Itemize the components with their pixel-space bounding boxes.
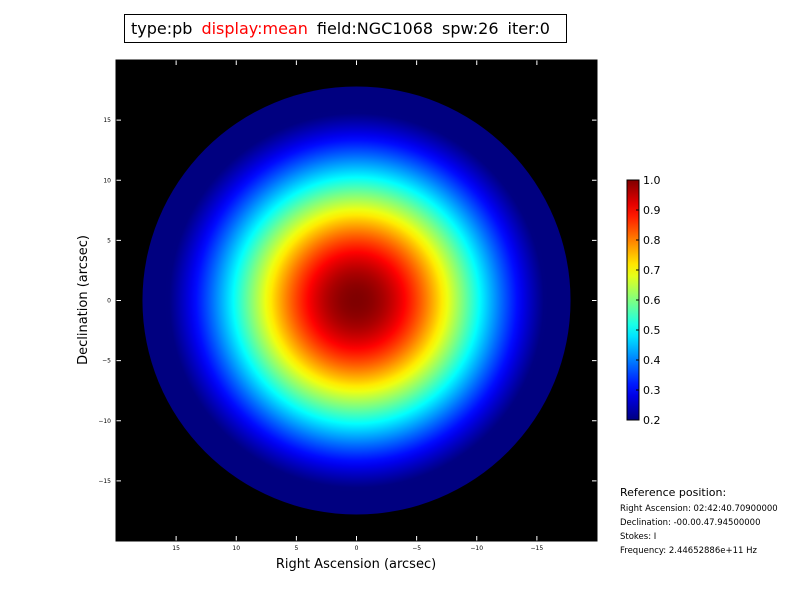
colorbar-tick-label: 0.9 [643,204,661,217]
x-tick-label: −15 [531,545,544,552]
reference-dec: Declination: -00.00.47.94500000 [620,518,761,528]
colorbar-tick-label: 0.5 [643,324,661,337]
plot-title-box: type:pb display:mean field:NGC1068 spw:2… [124,14,567,43]
colorbar-tick-label: 0.2 [643,414,661,427]
reference-title: Reference position: [620,486,727,499]
x-tick-label: 5 [294,545,298,552]
y-tick-label: −15 [98,478,111,485]
x-tick-label: 10 [232,545,240,552]
title-iter: iter:0 [507,19,550,38]
x-tick-label: 15 [172,545,180,552]
colorbar-tick-label: 0.6 [643,294,661,307]
title-spw: spw:26 [442,19,499,38]
y-axis-label: Declination (arcsec) [76,235,91,365]
colorbar-tick-label: 1.0 [643,174,661,187]
reference-stokes: Stokes: I [620,532,657,542]
title-type: type:pb [131,19,193,38]
colorbar-tick-label: 0.8 [643,234,661,247]
reference-ra: Right Ascension: 02:42:40.70900000 [620,504,778,514]
x-tick-label: −10 [470,545,483,552]
y-tick-label: 10 [103,177,111,184]
x-axis-label: Right Ascension (arcsec) [276,557,436,572]
y-tick-label: 15 [103,117,111,124]
title-display: display:mean [201,19,308,38]
y-tick-label: 0 [107,298,111,305]
colorbar-tick-label: 0.3 [643,384,661,397]
reference-position-block: Reference position: Right Ascension: 02:… [620,486,798,560]
primary-beam-disk [142,86,571,515]
reference-frequency: Frequency: 2.44652886e+11 Hz [620,546,757,556]
y-tick-label: −10 [98,418,111,425]
colorbar-tick-label: 0.7 [643,264,661,277]
title-field: field:NGC1068 [316,19,434,38]
y-tick-label: 5 [107,237,111,244]
plot-frame [115,59,598,542]
colorbar-tick-label: 0.4 [643,354,661,367]
x-tick-label: −5 [412,545,421,552]
x-tick-label: 0 [355,545,359,552]
y-tick-label: −5 [102,358,111,365]
